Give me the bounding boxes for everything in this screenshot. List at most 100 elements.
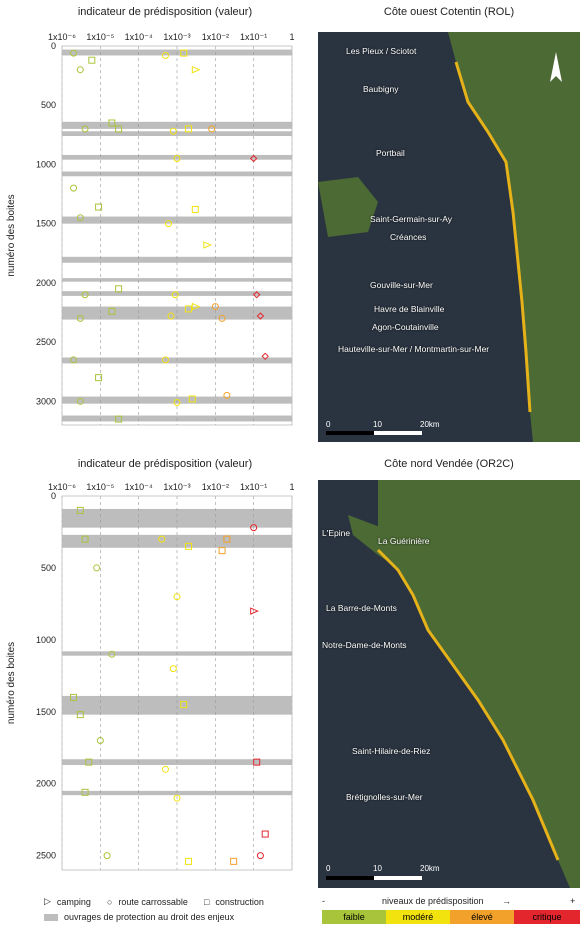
construction-point [108,119,116,127]
construction-point [95,374,103,382]
y-axis-label: numéro des boites [6,194,17,276]
construction-point [108,307,116,315]
critical-point [261,352,269,361]
construction-point [185,857,193,865]
construction-point [261,830,269,838]
place-label: Saint-Germain-sur-Ay [370,214,453,224]
chart-bottom: 1x10⁻⁶ 1x10⁻⁵ 1x10⁻⁴ 1x10⁻³ 1x10⁻² 1x10⁻¹ 1 0 50… [6,482,295,871]
legend-ouvrages-label: ouvrages de protection au droit des enje… [64,912,235,922]
route-point [256,852,264,860]
y-tick-label: 3000 [36,396,56,406]
map-cotentin-graphic [318,32,580,442]
construction-point [188,395,196,403]
route-point [158,535,166,543]
route-point [164,220,172,228]
plot-frame [61,45,293,426]
construction-point [81,788,89,796]
y-tick-label: 1000 [36,635,56,645]
construction-point [191,205,199,213]
legend-construction: construction [215,896,264,907]
circle-icon: ○ [106,896,113,907]
route-point [70,184,78,192]
legend-ouvrages: ouvrages de protection au droit des enje… [44,912,234,922]
jersey-island [318,177,378,237]
cotentin-coast [454,61,532,413]
construction-point [88,56,96,64]
construction-point [253,758,261,766]
y-axis-label: numéro des boites [6,642,17,724]
legend-camping: camping [56,896,91,907]
scale-bar [326,876,422,880]
construction-point [95,203,103,211]
route-point [218,314,226,322]
protection-band [62,306,292,320]
route-point [211,303,219,311]
chart-title-top: indicateur de prédisposition (valeur) [77,6,253,18]
x-tick-label: 1x10⁻² [202,32,229,42]
place-label: Portbail [376,148,405,158]
x-tick-label: 1x10⁻¹ [240,482,267,492]
route-point [173,593,181,601]
legend-symbols: ▷ camping ○ route carrossable □ constructio… [44,896,264,907]
north-arrow-icon [550,52,562,82]
construction-point [180,49,188,57]
scale-end: 20km [420,864,440,873]
map-title-bottom: Côte nord Vendée (OR2C) [384,458,514,470]
construction-point [185,125,193,133]
cotentin-land [448,32,580,442]
route-point [81,125,89,133]
x-tick-label: 1x10⁻⁴ [125,32,153,42]
y-tick-label: 500 [41,563,56,573]
map-vendee: L'Epine La Guérinière La Barre-de-Monts … [318,480,580,888]
place-label: Baubigny [363,84,399,94]
square-icon: □ [203,896,210,907]
place-label: Havre de Blainville [374,304,445,314]
route-point [76,66,84,74]
construction-point [115,125,123,133]
route-point [76,214,84,222]
protection-band [62,278,292,282]
route-point [250,524,258,532]
scale-zero: 0 [326,420,331,429]
levels-title: niveaux de prédisposition [382,896,484,906]
construction-point [76,506,84,514]
y-tick-label: 1000 [36,159,56,169]
y-tick-label: 2500 [36,851,56,861]
legend-route: route carrossable [118,896,188,907]
x-tick-label: 1x10⁻⁶ [48,482,76,492]
route-point [223,391,231,399]
x-tick-label: 1x10⁻⁴ [125,482,153,492]
route-point [108,650,116,658]
protection-band [62,534,292,548]
map-cotentin: Les Pieux / Sciotot Baubigny Portbail Sa… [318,32,580,442]
critical-point [249,154,258,163]
route-point [208,125,216,133]
chart-title-bottom: indicateur de prédisposition (valeur) [77,458,253,470]
y-tick-label: 0 [51,41,56,51]
route-point [161,765,169,773]
x-tick-label: 1x10⁻³ [163,482,190,492]
vendee-coast [376,548,560,861]
route-point [70,49,78,57]
place-label: Saint-Hilaire-de-Riez [352,746,431,756]
construction-point [185,305,193,313]
route-point [173,398,181,406]
route-point [76,397,84,405]
scale-mid: 10 [373,864,382,873]
x-tick-label: 1x10⁻⁶ [48,32,76,42]
y-tick-label: 2000 [36,779,56,789]
camping-point [191,65,201,74]
map-vendee-graphic [348,480,580,888]
construction-point [115,415,123,423]
route-point [76,314,84,322]
protection-band [62,508,292,528]
protection-band [62,131,292,137]
place-label: Notre-Dame-de-Monts [322,640,407,650]
construction-point [230,857,238,865]
place-label: La Barre-de-Monts [326,603,397,613]
vendee-land [378,480,580,888]
scale-end: 20km [420,420,440,429]
route-point [169,127,177,135]
level-faible: faible [322,910,386,924]
level-modere: modéré [386,910,450,924]
